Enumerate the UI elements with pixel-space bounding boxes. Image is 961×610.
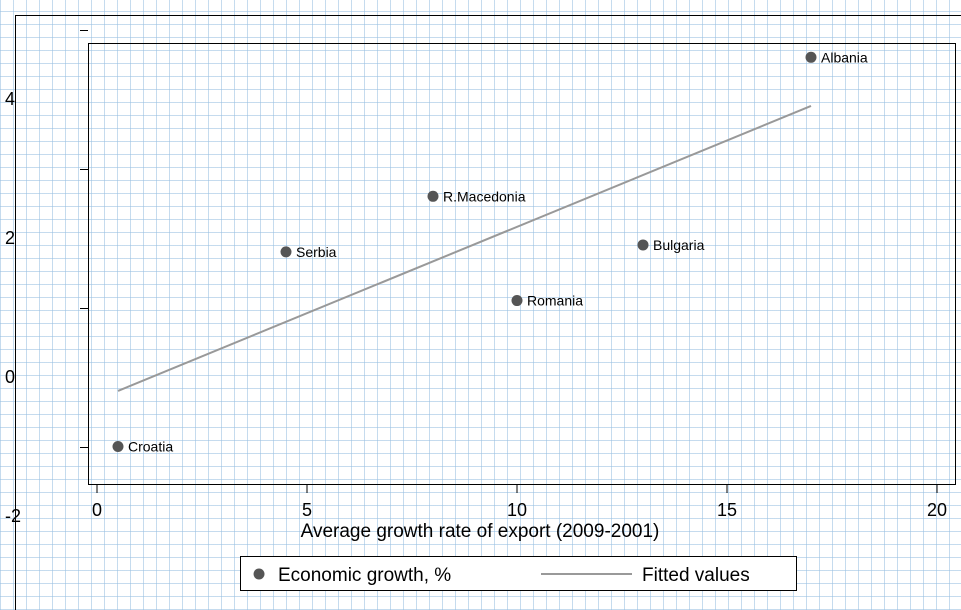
y-tick-label: 2 (5, 228, 15, 248)
point-label: Romania (527, 293, 583, 309)
fitted-line (117, 105, 812, 392)
plot-frame (88, 43, 956, 485)
x-tick-label: 10 (507, 500, 527, 520)
point-label: Croatia (128, 439, 173, 455)
data-point (805, 51, 817, 63)
x-tick-label: 20 (927, 500, 947, 520)
legend-label-economic-growth: Economic growth, % (278, 565, 451, 586)
point-label: Serbia (296, 244, 337, 260)
legend-label-fitted-values: Fitted values (642, 565, 750, 586)
point-label: R.Macedonia (443, 188, 526, 204)
x-tick-label: 0 (92, 500, 102, 520)
y-tick-label: -2 (5, 506, 21, 526)
x-tick-labels: 0 5 10 15 20 (92, 500, 947, 520)
data-point (280, 246, 292, 258)
legend-marker-economic-growth (253, 568, 265, 580)
y-minor-ticks (80, 30, 88, 448)
point-label: Bulgaria (653, 237, 705, 253)
fitted-line-layer (117, 105, 812, 392)
y-tick-labels: -2 0 2 4 (5, 89, 21, 526)
data-point (637, 239, 649, 251)
point-label: Albania (821, 49, 868, 65)
legend: Economic growth, % Fitted values (240, 556, 797, 591)
legend-box (240, 556, 797, 591)
x-axis-label: Average growth rate of export (2009-2001… (301, 521, 660, 542)
data-point (427, 190, 439, 202)
data-point (112, 441, 124, 452)
points-layer: Albania R.Macedonia Serbia Bulgaria Romania C… (112, 49, 868, 455)
y-tick-label: 4 (5, 89, 15, 109)
data-point (511, 295, 523, 307)
x-tick-label: 5 (302, 500, 312, 520)
y-tick-label: 0 (5, 367, 15, 387)
x-ticks (96, 484, 938, 493)
x-tick-label: 15 (717, 500, 737, 520)
